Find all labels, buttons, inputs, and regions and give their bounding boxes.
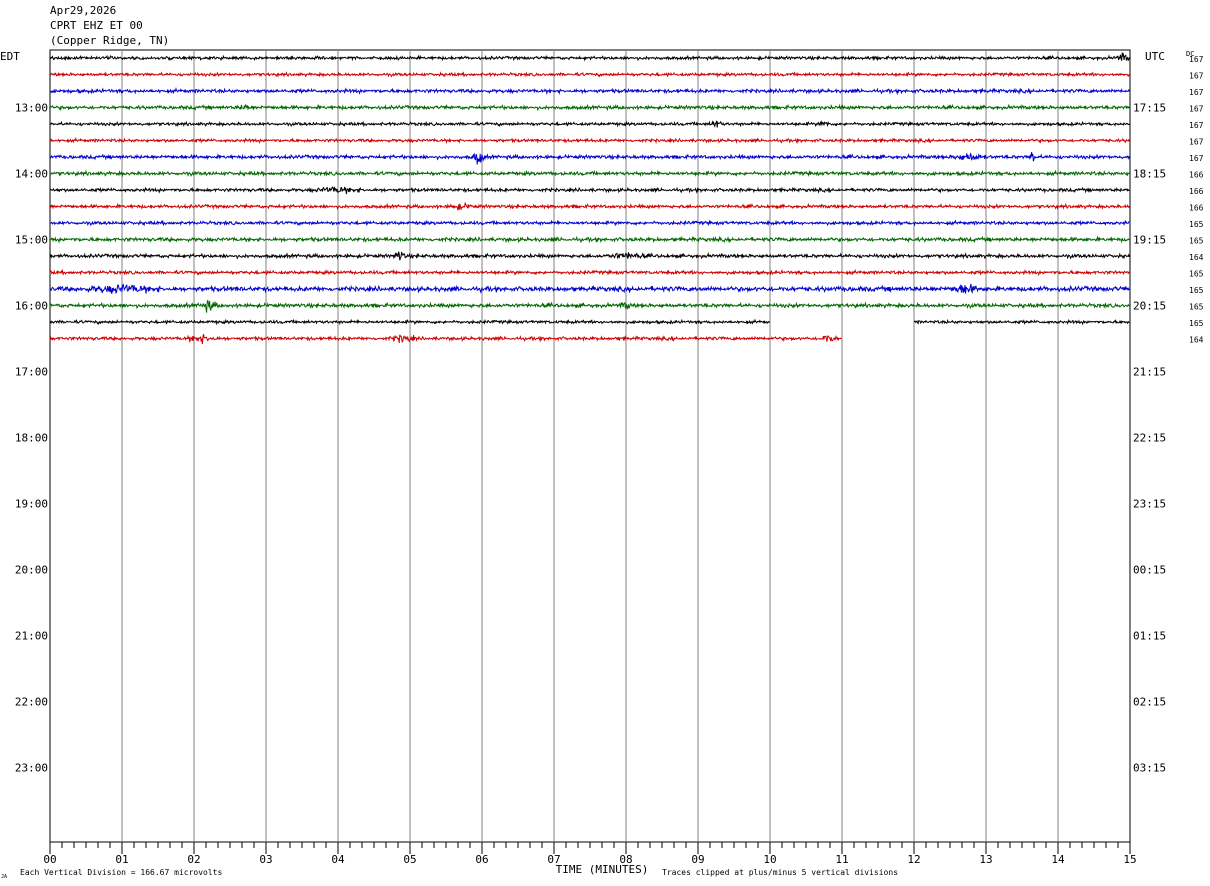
- seismic-trace: [49, 152, 1130, 165]
- seismic-trace: [49, 202, 1130, 211]
- left-hour-label: 22:00: [15, 696, 48, 709]
- right-hour-label: 02:15: [1133, 696, 1166, 709]
- dc-offset-label: 167: [1189, 72, 1204, 81]
- x-tick-label: 01: [115, 853, 128, 866]
- dc-offset-label: 166: [1189, 171, 1204, 180]
- right-hour-label: 01:15: [1133, 630, 1166, 643]
- seismic-trace: [49, 52, 1130, 62]
- dc-offset-label: 167: [1189, 138, 1204, 147]
- x-tick-label: 03: [259, 853, 272, 866]
- x-tick-label: 06: [475, 853, 488, 866]
- right-hour-label: 21:15: [1133, 366, 1166, 379]
- right-hour-label: 17:15: [1133, 102, 1166, 115]
- x-tick-label: 14: [1051, 853, 1065, 866]
- x-tick-label: 07: [547, 853, 560, 866]
- dc-offset-label: 167: [1189, 105, 1204, 114]
- right-hour-label: 23:15: [1133, 498, 1166, 511]
- seismic-trace: [49, 169, 1130, 178]
- right-hour-label: 00:15: [1133, 564, 1166, 577]
- dc-label: DC: [1186, 50, 1194, 58]
- seismic-trace: [49, 300, 1130, 313]
- dc-offset-label: 167: [1189, 154, 1204, 163]
- left-hour-label: 21:00: [15, 630, 48, 643]
- x-tick-label: 04: [331, 853, 345, 866]
- left-hour-label: 20:00: [15, 564, 48, 577]
- x-tick-label: 11: [835, 853, 848, 866]
- right-hour-label: 22:15: [1133, 432, 1166, 445]
- x-tick-label: 12: [907, 853, 920, 866]
- seismic-trace: [49, 283, 1130, 295]
- vertical-division-note: Each Vertical Division = 166.67 microvol…: [20, 868, 222, 877]
- seismic-trace: [49, 268, 1130, 277]
- plot-date: Apr29,2026: [50, 4, 117, 17]
- dc-offset-label: 166: [1189, 204, 1204, 213]
- left-hour-label: 14:00: [15, 168, 48, 181]
- dc-offset-label: 167: [1189, 55, 1204, 64]
- left-timezone-label: EDT: [0, 50, 20, 63]
- left-hour-label: 13:00: [15, 102, 48, 115]
- dc-offset-label: 164: [1189, 253, 1204, 262]
- right-hour-label: 19:15: [1133, 234, 1166, 247]
- left-hour-label: 19:00: [15, 498, 48, 511]
- left-hour-label: 16:00: [15, 300, 48, 313]
- left-hour-label: 17:00: [15, 366, 48, 379]
- dc-offset-label: 165: [1189, 286, 1204, 295]
- x-axis-title: TIME (MINUTES): [556, 863, 649, 876]
- station-location: (Copper Ridge, TN): [50, 34, 170, 47]
- seismic-trace: [49, 334, 842, 345]
- dc-offset-label: 165: [1189, 319, 1204, 328]
- right-hour-label: 20:15: [1133, 300, 1166, 313]
- seismic-trace: [49, 219, 1130, 227]
- dc-offset-label: 165: [1189, 303, 1204, 312]
- dc-offset-label: 165: [1189, 270, 1204, 279]
- x-tick-label: 00: [43, 853, 56, 866]
- clipping-note: Traces clipped at plus/minus 5 vertical …: [662, 868, 898, 877]
- seismic-trace: [49, 318, 1130, 326]
- station-id: CPRT EHZ ET 00: [50, 19, 143, 32]
- dc-offset-label: 164: [1189, 336, 1204, 345]
- seismic-trace: [49, 71, 1130, 79]
- dc-offset-label: 165: [1189, 220, 1204, 229]
- x-tick-label: 05: [403, 853, 416, 866]
- dc-offset-label: 167: [1189, 121, 1204, 130]
- seismic-trace: [49, 251, 1130, 261]
- x-tick-label: 10: [763, 853, 776, 866]
- seismic-trace: [49, 103, 1130, 112]
- right-hour-label: 18:15: [1133, 168, 1166, 181]
- left-hour-label: 15:00: [15, 234, 48, 247]
- x-tick-label: 02: [187, 853, 200, 866]
- x-tick-label: 08: [619, 853, 632, 866]
- x-tick-label: 15: [1123, 853, 1136, 866]
- seismic-trace: [49, 137, 1130, 145]
- seismic-trace: [49, 120, 1130, 128]
- right-timezone-label: UTC: [1145, 50, 1165, 63]
- x-tick-label: 09: [691, 853, 704, 866]
- dc-offset-label: 165: [1189, 237, 1204, 246]
- dc-offset-label: 166: [1189, 187, 1204, 196]
- right-hour-label: 03:15: [1133, 762, 1166, 775]
- seismic-trace: [49, 235, 1130, 244]
- seismic-trace: [49, 87, 1130, 96]
- plot-frame: [49, 49, 1131, 843]
- left-hour-label: 23:00: [15, 762, 48, 775]
- dc-offset-label: 167: [1189, 88, 1204, 97]
- left-hour-label: 18:00: [15, 432, 48, 445]
- seismic-trace: [49, 186, 1130, 195]
- x-tick-label: 13: [979, 853, 992, 866]
- corner-mark: JA: [1, 874, 7, 880]
